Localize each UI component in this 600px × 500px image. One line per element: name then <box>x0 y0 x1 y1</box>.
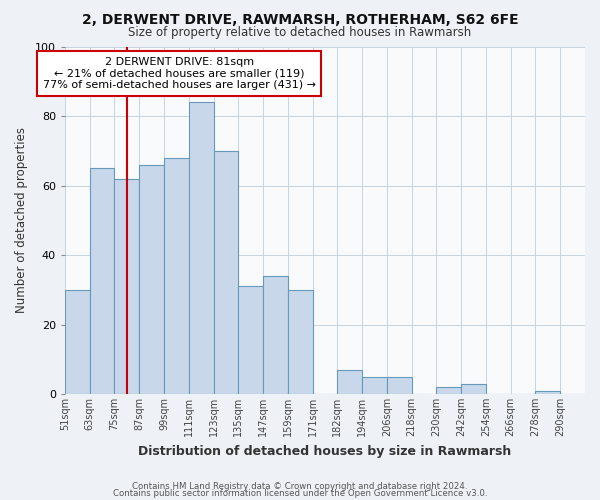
Bar <box>461 384 486 394</box>
Bar <box>115 178 139 394</box>
Bar <box>362 376 387 394</box>
Bar <box>263 276 288 394</box>
Text: Contains HM Land Registry data © Crown copyright and database right 2024.: Contains HM Land Registry data © Crown c… <box>132 482 468 491</box>
Text: Size of property relative to detached houses in Rawmarsh: Size of property relative to detached ho… <box>128 26 472 39</box>
Bar <box>164 158 189 394</box>
Bar <box>189 102 214 394</box>
Bar <box>139 164 164 394</box>
Bar <box>387 376 412 394</box>
Bar <box>436 387 461 394</box>
Bar <box>535 390 560 394</box>
Bar <box>238 286 263 394</box>
Bar <box>337 370 362 394</box>
Y-axis label: Number of detached properties: Number of detached properties <box>15 128 28 314</box>
X-axis label: Distribution of detached houses by size in Rawmarsh: Distribution of detached houses by size … <box>139 444 512 458</box>
Bar <box>288 290 313 394</box>
Text: 2, DERWENT DRIVE, RAWMARSH, ROTHERHAM, S62 6FE: 2, DERWENT DRIVE, RAWMARSH, ROTHERHAM, S… <box>82 12 518 26</box>
Bar <box>65 290 90 394</box>
Text: Contains public sector information licensed under the Open Government Licence v3: Contains public sector information licen… <box>113 490 487 498</box>
Bar <box>90 168 115 394</box>
Bar <box>214 151 238 394</box>
Text: 2 DERWENT DRIVE: 81sqm
← 21% of detached houses are smaller (119)
77% of semi-de: 2 DERWENT DRIVE: 81sqm ← 21% of detached… <box>43 57 316 90</box>
